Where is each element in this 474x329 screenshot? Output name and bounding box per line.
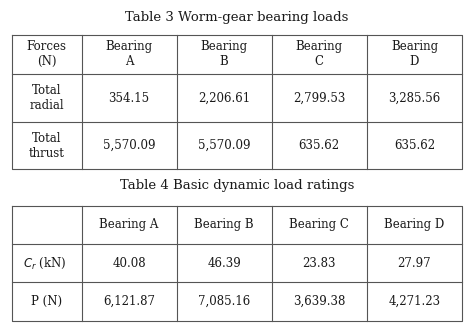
Text: 5,570.09: 5,570.09: [103, 139, 155, 152]
Text: 5,570.09: 5,570.09: [198, 139, 250, 152]
Text: 2,206.61: 2,206.61: [198, 91, 250, 105]
Text: Total
radial: Total radial: [29, 84, 64, 112]
Text: Table 3 Worm-gear bearing loads: Table 3 Worm-gear bearing loads: [125, 11, 349, 24]
Text: 23.83: 23.83: [302, 257, 336, 270]
Text: Bearing
D: Bearing D: [391, 40, 438, 68]
Text: 2,799.53: 2,799.53: [293, 91, 346, 105]
Text: Bearing
A: Bearing A: [106, 40, 153, 68]
Text: 354.15: 354.15: [109, 91, 150, 105]
Text: 7,085.16: 7,085.16: [198, 295, 250, 308]
Text: Bearing B: Bearing B: [194, 218, 254, 231]
Text: 635.62: 635.62: [394, 139, 435, 152]
Text: Bearing A: Bearing A: [100, 218, 159, 231]
Text: 27.97: 27.97: [398, 257, 431, 270]
Text: Bearing C: Bearing C: [289, 218, 349, 231]
Text: Bearing
B: Bearing B: [201, 40, 248, 68]
Text: P (N): P (N): [31, 295, 62, 308]
Text: 3,639.38: 3,639.38: [293, 295, 346, 308]
Text: Bearing
C: Bearing C: [296, 40, 343, 68]
Text: 46.39: 46.39: [207, 257, 241, 270]
Text: 3,285.56: 3,285.56: [388, 91, 440, 105]
Text: Table 4 Basic dynamic load ratings: Table 4 Basic dynamic load ratings: [120, 179, 354, 192]
Text: Total
thrust: Total thrust: [29, 132, 64, 160]
Text: 635.62: 635.62: [299, 139, 340, 152]
Text: $C_r$ (kN): $C_r$ (kN): [23, 256, 66, 271]
Text: 4,271.23: 4,271.23: [388, 295, 440, 308]
Text: Bearing D: Bearing D: [384, 218, 445, 231]
Text: Forces
(N): Forces (N): [27, 40, 67, 68]
Text: 6,121.87: 6,121.87: [103, 295, 155, 308]
Text: 40.08: 40.08: [112, 257, 146, 270]
